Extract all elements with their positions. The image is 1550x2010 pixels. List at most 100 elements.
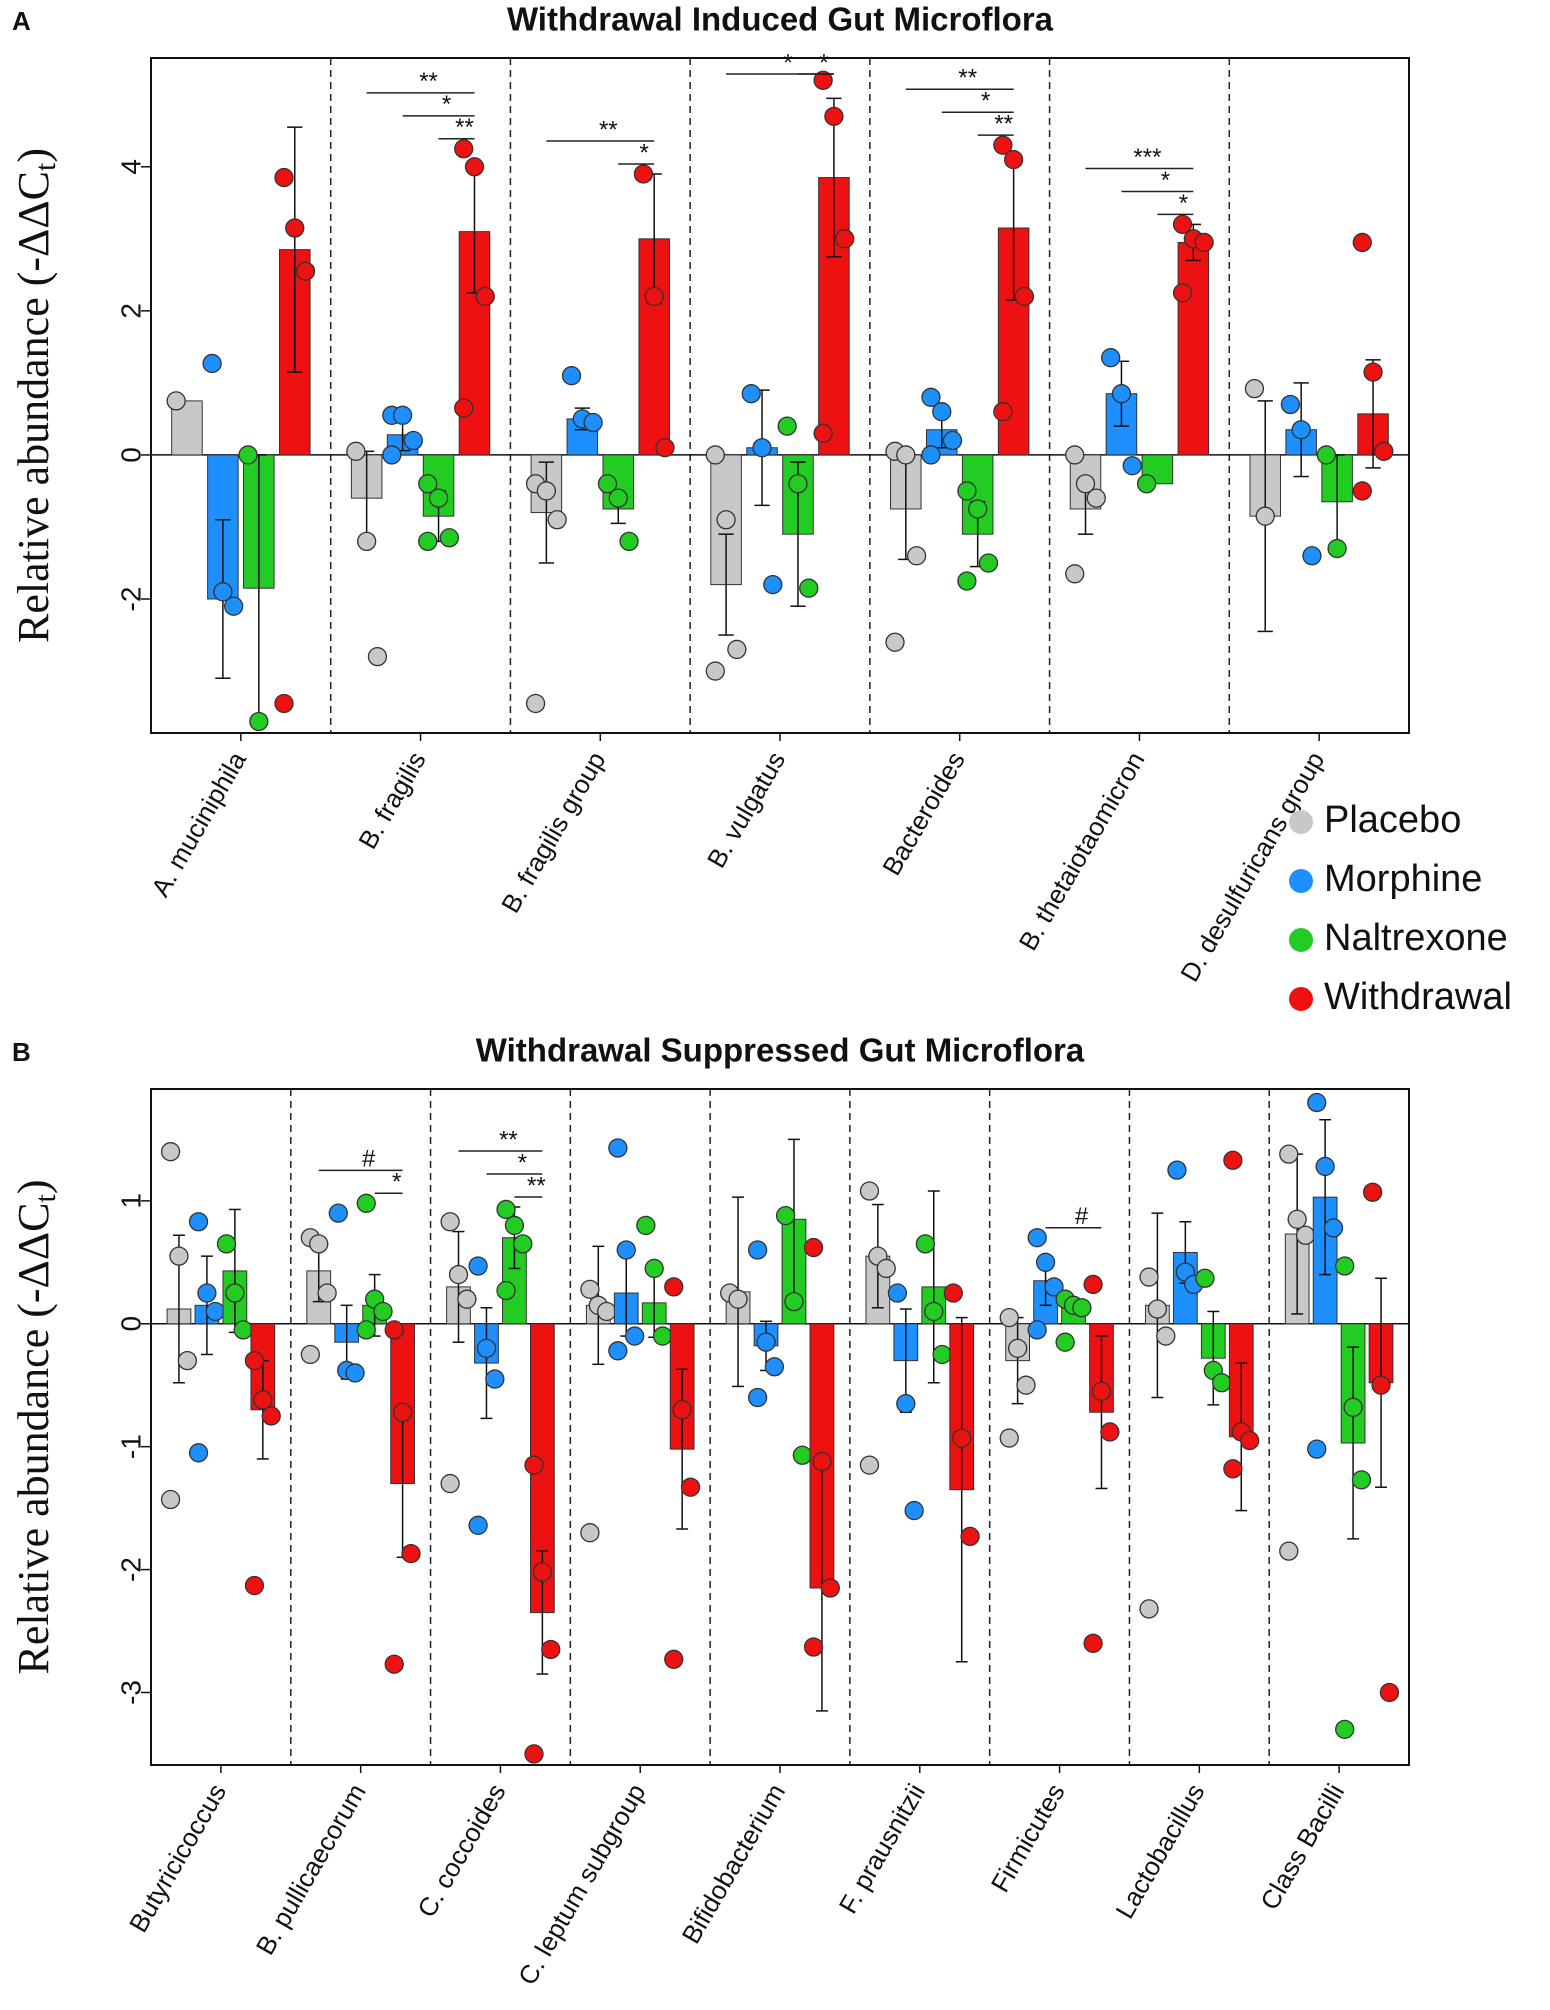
y-tick-label: 0: [115, 1316, 146, 1332]
data-point: [317, 1283, 337, 1303]
data-point: [887, 1283, 908, 1303]
data-point: [1083, 1633, 1103, 1653]
data-point: [1027, 1320, 1047, 1340]
data-point: [968, 499, 988, 519]
data-point: [418, 531, 438, 552]
data-point: [1379, 1682, 1400, 1703]
data-point: [915, 1234, 936, 1254]
x-tick-label: Bacteroides: [876, 746, 971, 880]
legend-swatch: [1289, 810, 1313, 834]
data-point: [820, 1578, 840, 1598]
bar: [1177, 241, 1210, 456]
significance-label: *: [518, 1149, 527, 1176]
data-point: [813, 423, 833, 443]
data-point: [382, 445, 402, 465]
data-point: [727, 639, 747, 660]
data-point: [580, 1279, 600, 1299]
data-point: [1003, 149, 1024, 170]
data-point: [1195, 1268, 1215, 1288]
significance-label: #: [362, 1146, 376, 1173]
significance-label: *: [1161, 167, 1170, 194]
data-point: [1167, 1160, 1187, 1180]
data-point: [513, 1234, 533, 1254]
data-point: [160, 1142, 181, 1162]
data-point: [859, 1455, 880, 1475]
x-tick-label: B. fragilis: [352, 746, 431, 854]
data-point: [876, 1258, 896, 1279]
x-tick-label: C. leptum subgroup: [512, 1778, 651, 1990]
x-tick-label: D. desulfuricans group: [1174, 746, 1330, 986]
data-point: [1352, 232, 1372, 253]
plot-frame: [150, 1088, 1410, 1766]
x-tick-label: Class Bacilli: [1254, 1778, 1350, 1914]
data-point: [1327, 538, 1347, 559]
data-point: [655, 438, 675, 458]
data-point: [1255, 506, 1275, 526]
significance-label: **: [499, 1126, 518, 1153]
y-tick-label: 2: [115, 303, 146, 319]
data-point: [1139, 1267, 1159, 1287]
data-point: [1295, 1225, 1316, 1245]
data-point: [664, 1649, 684, 1669]
data-point: [485, 1369, 505, 1389]
data-point: [384, 1654, 404, 1674]
significance-label: *: [392, 1169, 401, 1196]
data-point: [812, 1451, 832, 1472]
data-point: [536, 481, 557, 501]
data-point: [999, 1307, 1019, 1328]
data-point: [1352, 481, 1372, 501]
data-point: [524, 1455, 544, 1475]
data-point: [921, 387, 941, 407]
data-point: [253, 1390, 273, 1410]
significance-label: *: [1179, 190, 1188, 217]
data-point: [169, 1246, 189, 1266]
legend-label: Placebo: [1324, 799, 1461, 841]
data-point: [440, 1212, 460, 1232]
y-tick-label: -2: [115, 1557, 146, 1582]
data-point: [1065, 445, 1085, 465]
data-point: [205, 1301, 225, 1322]
data-point: [346, 441, 366, 461]
x-tick-label: B. thetaiotaomicron: [1013, 746, 1151, 955]
data-point: [274, 167, 294, 188]
data-point: [1351, 1470, 1372, 1490]
data-point: [295, 261, 316, 281]
data-point: [1055, 1332, 1075, 1352]
data-point: [608, 1138, 628, 1158]
data-point: [1065, 564, 1085, 584]
data-point: [1240, 1430, 1260, 1451]
x-tick-label: C. coccoides: [411, 1778, 511, 1922]
data-point: [608, 488, 628, 508]
data-point: [244, 1350, 265, 1371]
error-bar: [452, 1230, 465, 1343]
data-point: [1111, 384, 1132, 404]
data-point: [547, 510, 567, 530]
error-bar: [955, 1316, 968, 1663]
data-point: [1044, 1277, 1064, 1297]
data-point: [309, 1234, 329, 1254]
data-point: [285, 218, 305, 238]
data-point: [1101, 348, 1121, 368]
data-point: [216, 1234, 237, 1254]
data-point: [741, 384, 761, 404]
data-point: [942, 430, 963, 451]
legend-label: Withdrawal: [1324, 976, 1512, 1018]
data-point: [1172, 214, 1193, 235]
data-point: [1315, 1156, 1335, 1177]
y-axis-label-part: Relative abundance (-ΔΔC: [9, 1203, 58, 1675]
data-point: [1302, 546, 1322, 566]
data-point: [1172, 283, 1193, 303]
y-axis-label-part: ): [9, 1180, 58, 1195]
data-point: [496, 1280, 516, 1301]
data-point: [238, 445, 258, 465]
data-point: [1007, 1338, 1028, 1358]
data-point: [1139, 1599, 1159, 1619]
data-point: [392, 405, 413, 425]
data-point: [440, 1473, 460, 1494]
data-point: [943, 1283, 963, 1303]
data-point: [747, 1240, 768, 1260]
data-point: [616, 1240, 636, 1260]
data-point: [764, 1357, 785, 1377]
data-point: [1136, 474, 1157, 494]
